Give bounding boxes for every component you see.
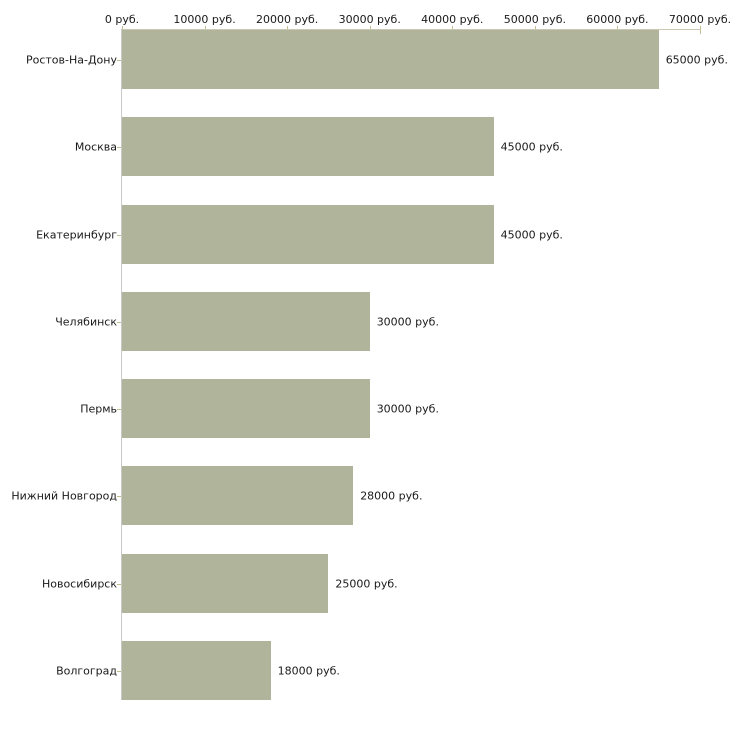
category-label: Новосибирск — [41, 577, 117, 590]
value-label: 65000 руб. — [665, 53, 728, 66]
x-axis-tick-label: 30000 руб. — [338, 13, 401, 26]
value-label: 25000 руб. — [335, 577, 398, 590]
value-label: 45000 руб. — [500, 228, 563, 241]
category-label: Пермь — [80, 402, 117, 415]
bar — [122, 205, 494, 264]
category-label: Москва — [74, 140, 117, 153]
category-tick-mark — [117, 584, 121, 585]
bar — [122, 641, 271, 700]
bar — [122, 292, 370, 351]
category-label: Волгоград — [56, 664, 117, 677]
category-label: Ростов-На-Дону — [25, 53, 117, 66]
bar — [122, 117, 494, 176]
x-axis-tick-label: 60000 руб. — [586, 13, 649, 26]
value-label: 18000 руб. — [277, 664, 340, 677]
x-axis-line — [122, 29, 701, 30]
x-axis-tick-mark — [700, 26, 701, 34]
category-tick-mark — [117, 409, 121, 410]
value-label: 30000 руб. — [376, 315, 439, 328]
category-tick-mark — [117, 496, 121, 497]
category-label: Нижний Новгород — [11, 489, 117, 502]
category-label: Екатеринбург — [36, 228, 117, 241]
x-axis-tick-label: 50000 руб. — [503, 13, 566, 26]
x-axis-tick-label: 40000 руб. — [421, 13, 484, 26]
bar — [122, 30, 659, 89]
value-label: 28000 руб. — [360, 489, 423, 502]
y-axis-line — [121, 29, 122, 700]
category-tick-mark — [117, 235, 121, 236]
value-label: 45000 руб. — [500, 140, 563, 153]
category-tick-mark — [117, 60, 121, 61]
bar — [122, 466, 354, 525]
x-axis-tick-label: 10000 руб. — [173, 13, 236, 26]
category-tick-mark — [117, 322, 121, 323]
category-tick-mark — [117, 147, 121, 148]
bar — [122, 554, 329, 613]
category-tick-mark — [117, 671, 121, 672]
value-label: 30000 руб. — [376, 402, 439, 415]
x-axis-tick-label: 0 руб. — [104, 13, 140, 26]
bar — [122, 379, 370, 438]
x-axis-tick-label: 20000 руб. — [256, 13, 319, 26]
category-label: Челябинск — [55, 315, 117, 328]
x-axis-tick-label: 70000 руб. — [668, 13, 730, 26]
